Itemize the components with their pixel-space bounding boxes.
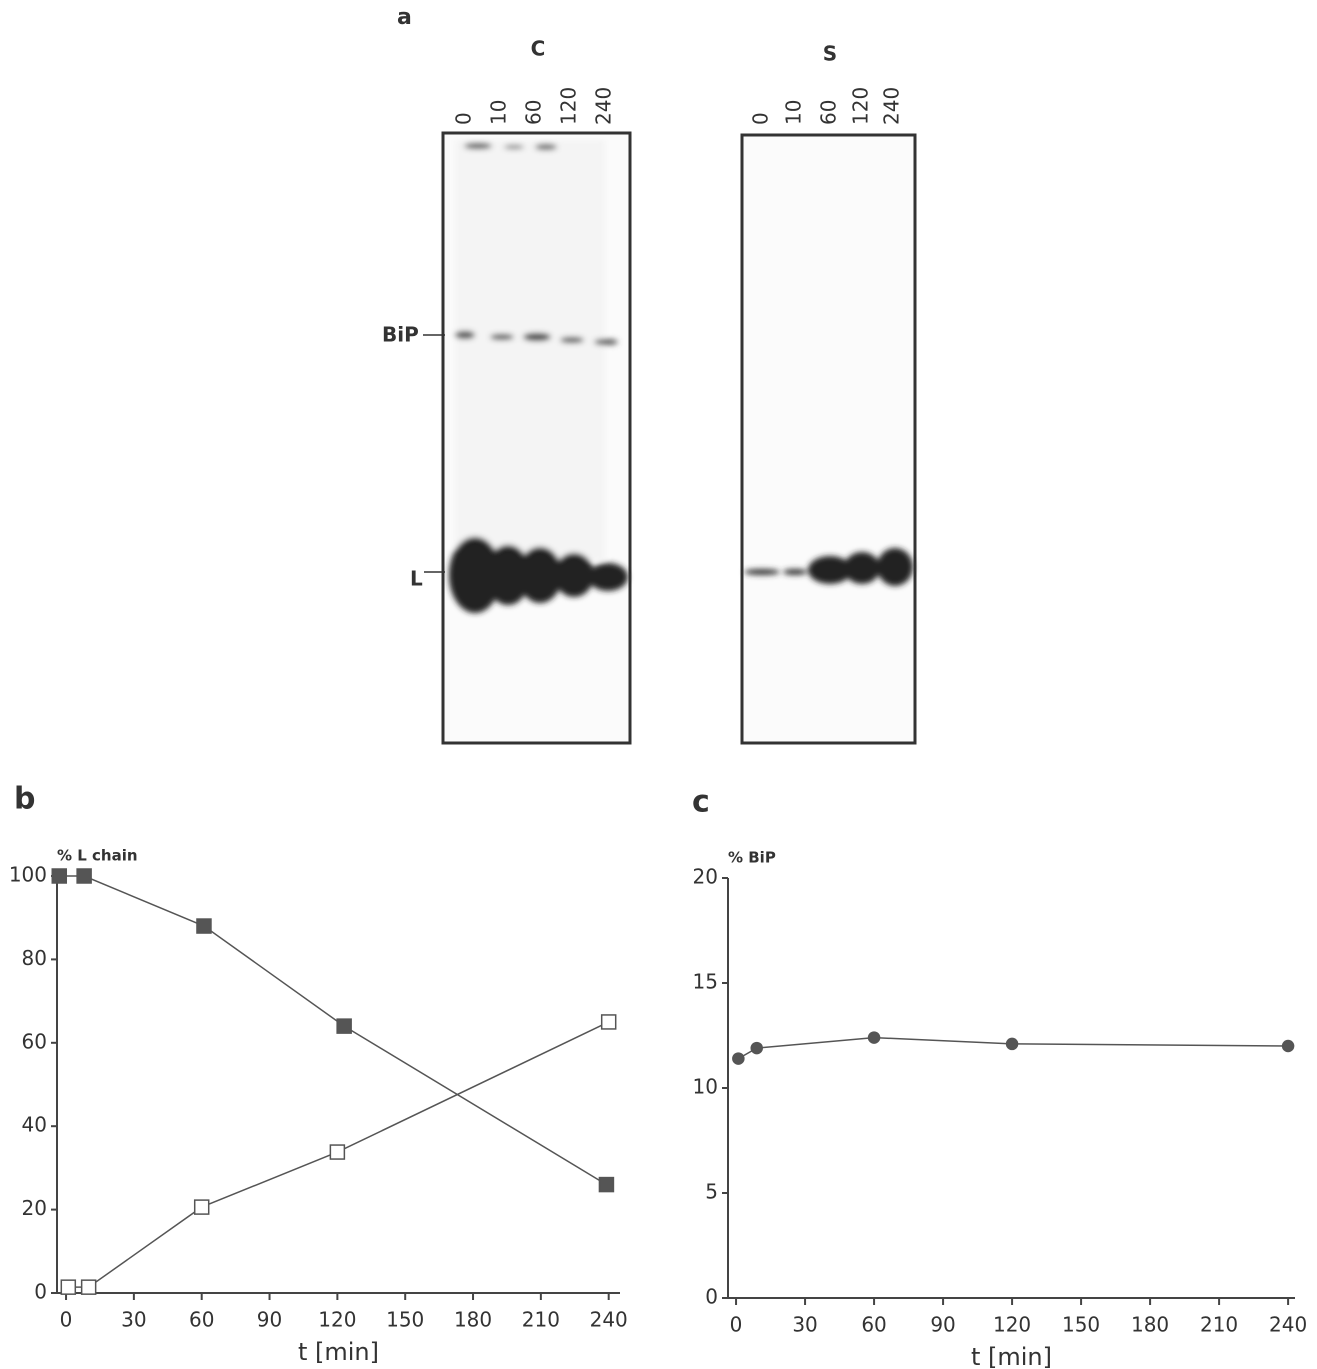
- panel-label: c: [692, 785, 710, 820]
- x-tick-label: 90: [930, 1313, 955, 1337]
- lane-label: 120: [557, 87, 581, 125]
- marker: [1007, 1038, 1018, 1049]
- lane-label: 10: [487, 100, 511, 125]
- marker: [599, 1178, 613, 1192]
- y-tick-label: 100: [9, 863, 47, 887]
- marker: [751, 1043, 762, 1054]
- y-tick-label: 20: [693, 865, 718, 889]
- x-tick-label: 120: [993, 1313, 1031, 1337]
- y-tick-label: 20: [22, 1196, 47, 1220]
- x-tick-label: 60: [189, 1308, 214, 1332]
- lane-label: 240: [880, 87, 904, 125]
- panel-label: a: [397, 5, 412, 30]
- marker: [82, 1280, 96, 1294]
- marker: [77, 869, 91, 883]
- x-tick-label: 150: [386, 1308, 424, 1332]
- gel-bands: [449, 140, 628, 613]
- lane-label: 120: [849, 87, 873, 125]
- gel-c: [443, 133, 630, 743]
- marker: [52, 869, 66, 883]
- gel-frame: [742, 135, 915, 743]
- lane-label: 60: [522, 100, 546, 125]
- marker: [733, 1053, 744, 1064]
- marker: [330, 1145, 344, 1159]
- x-tick-label: 240: [590, 1308, 628, 1332]
- x-tick-label: 0: [60, 1308, 73, 1332]
- x-tick-label: 0: [730, 1313, 743, 1337]
- y-tick-label: 5: [705, 1180, 718, 1204]
- page: {"figure_a": {"panel": "a", "gels": [ {"…: [0, 0, 1317, 1369]
- y-tick-label: 0: [705, 1285, 718, 1309]
- x-tick-label: 30: [121, 1308, 146, 1332]
- x-tick-label: 210: [1200, 1313, 1238, 1337]
- gel-s: [742, 135, 915, 743]
- y-tick-label: 10: [693, 1075, 718, 1099]
- x-axis-label: t [min]: [298, 1338, 379, 1366]
- marker: [197, 919, 211, 933]
- lane-label: 0: [452, 112, 476, 125]
- lane-label: 240: [592, 87, 616, 125]
- marker: [195, 1200, 209, 1214]
- gel-name: C: [531, 37, 546, 61]
- marker: [337, 1019, 351, 1033]
- x-tick-label: 30: [792, 1313, 817, 1337]
- marker: [602, 1015, 616, 1029]
- y-tick-label: 40: [22, 1113, 47, 1137]
- y-tick-label: 0: [34, 1280, 47, 1304]
- gel-name: S: [823, 42, 837, 66]
- band-label: BiP: [382, 323, 419, 347]
- marker: [61, 1280, 75, 1294]
- y-axis-label: % L chain: [57, 847, 138, 865]
- lane-label: 60: [817, 100, 841, 125]
- x-tick-label: 210: [522, 1308, 560, 1332]
- x-tick-label: 180: [1131, 1313, 1169, 1337]
- lane-label: 0: [749, 112, 773, 125]
- y-tick-label: 60: [22, 1029, 47, 1053]
- x-tick-label: 240: [1269, 1313, 1307, 1337]
- band-label: L: [410, 567, 423, 591]
- x-tick-label: 180: [454, 1308, 492, 1332]
- marker: [869, 1032, 880, 1043]
- y-tick-label: 15: [693, 970, 718, 994]
- series-line: [59, 876, 606, 1185]
- marker: [1283, 1041, 1294, 1052]
- y-axis-label: % BiP: [728, 849, 776, 867]
- y-tick-label: 80: [22, 946, 47, 970]
- panel-label: b: [14, 782, 35, 817]
- x-axis-label: t [min]: [971, 1343, 1052, 1369]
- x-tick-label: 150: [1062, 1313, 1100, 1337]
- figure: a BiP L C010601: [0, 0, 1317, 1369]
- x-tick-label: 90: [257, 1308, 282, 1332]
- lane-label: 10: [782, 100, 806, 125]
- x-tick-label: 120: [318, 1308, 356, 1332]
- x-tick-label: 60: [861, 1313, 886, 1337]
